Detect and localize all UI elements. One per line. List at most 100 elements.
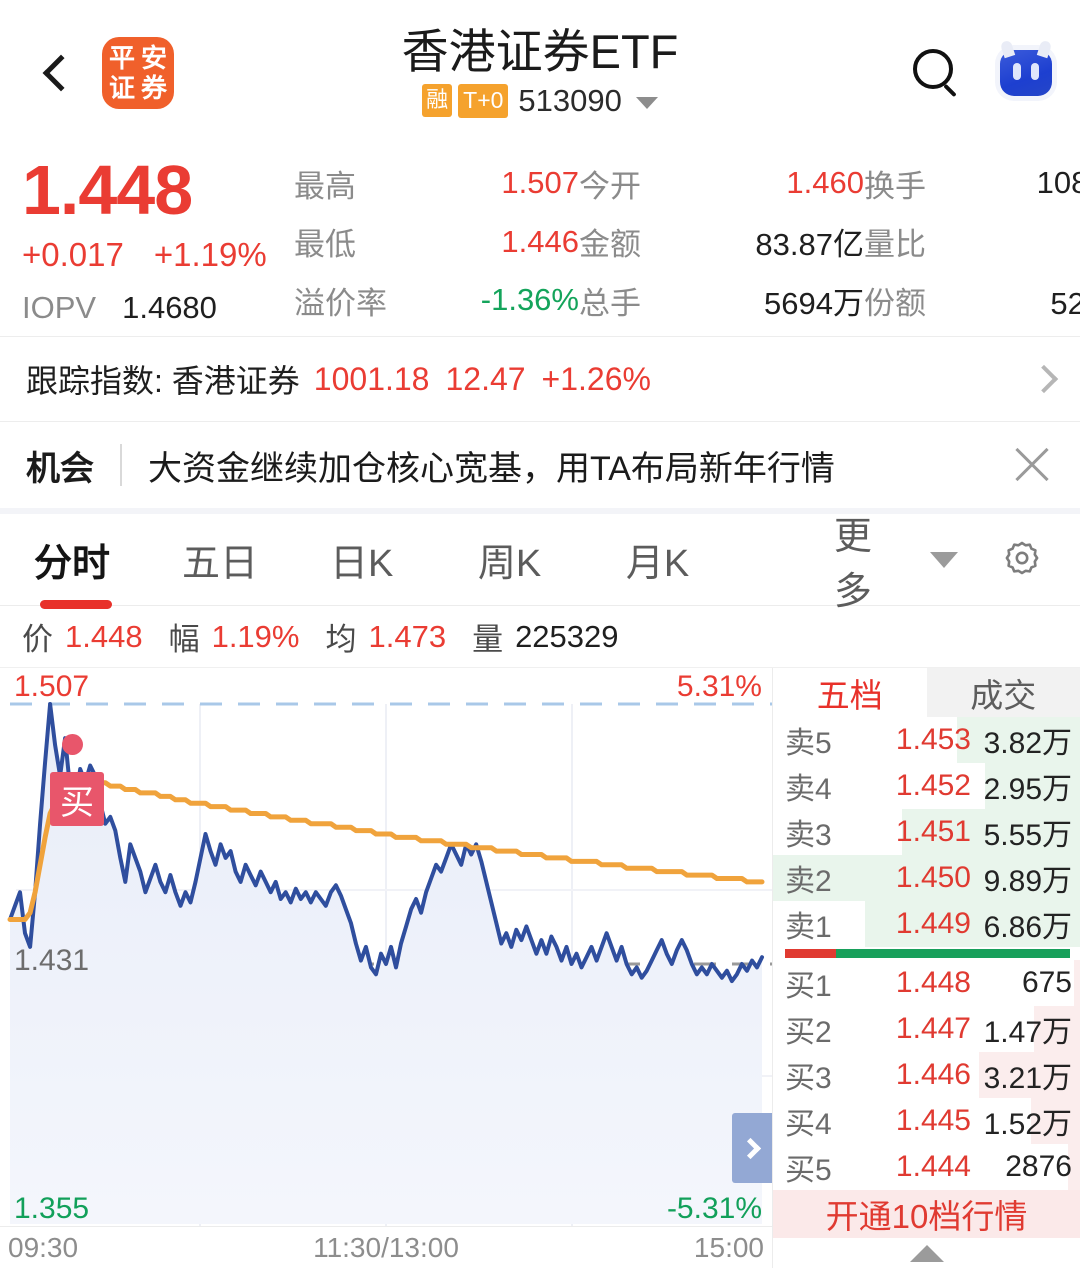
tab-five-day[interactable]: 五日 (181, 543, 258, 586)
order-book-collapse[interactable] (773, 1238, 1080, 1268)
tab-five-level[interactable]: 五档 (773, 668, 927, 717)
buy-marker-badge[interactable]: 买 (50, 772, 104, 827)
readout-range-value: 1.19% (211, 618, 300, 654)
bid-price: 1.445 (895, 1103, 971, 1137)
quote-primary: 1.448 +0.017 +1.19% IOPV 1.4680 (22, 149, 294, 326)
symbol-code: 513090 (518, 82, 622, 118)
price-change-row: +0.017 +1.19% (22, 236, 294, 274)
tab-trades[interactable]: 成交 (926, 668, 1080, 717)
close-icon[interactable] (1010, 443, 1054, 487)
iopv-row: IOPV 1.4680 (22, 290, 294, 326)
order-book-tabs: 五档 成交 (773, 668, 1080, 717)
time-tick-mid: 11:30/13:00 (313, 1231, 459, 1263)
tracking-index-change: 12.47 (445, 360, 526, 397)
quote-stat-row: 最高 1.507 今开 1.460 换手 108.36% (294, 157, 1080, 209)
bid-row[interactable]: 买4 1.445 1.52万 (773, 1097, 1080, 1144)
ask-price: 1.452 (895, 768, 971, 802)
chart-price-line (8, 702, 764, 984)
bid-row[interactable]: 买3 1.446 3.21万 (773, 1051, 1080, 1098)
bid-ask-ratio-bar (785, 948, 1070, 958)
readout-price-label: 价 (22, 622, 53, 658)
stat-value: 1.507 (501, 165, 579, 201)
bid-label: 买4 (785, 1107, 832, 1141)
quote-stat-row: 溢价率 -1.36% 总手 5694万 份额 52.54亿 (294, 274, 1080, 326)
ask-price: 1.450 (895, 860, 971, 894)
chart-lower-price: 1.355 (14, 1192, 90, 1226)
time-tick-close: 15:00 (693, 1231, 764, 1263)
bid-row[interactable]: 买5 1.444 2876 (773, 1143, 1080, 1190)
intraday-chart[interactable]: 1.507 5.31% 1.431 1.355 -5.31% 买 09:30 1… (0, 668, 772, 1269)
ask-row[interactable]: 卖1 1.449 6.86万 (773, 900, 1080, 947)
tab-more-label: 更多 (833, 515, 872, 613)
robot-assistant-icon[interactable] (1000, 49, 1052, 96)
stat-value: 108.36% (1036, 165, 1080, 201)
tracking-index-label: 跟踪指数: 香港证券 (26, 363, 300, 400)
brand-logo[interactable]: 平 安 证 券 (102, 36, 174, 109)
ask-volume: 9.89万 (983, 864, 1072, 898)
iopv-value: 1.4680 (122, 290, 217, 326)
chart-tabs: 分时 五日 日K 周K 月K 更多 (0, 514, 1080, 613)
chart-and-orderbook: 1.507 5.31% 1.431 1.355 -5.31% 买 09:30 1… (0, 668, 1080, 1269)
readout-price-value: 1.448 (65, 618, 143, 654)
ask-row[interactable]: 卖2 1.450 9.89万 (773, 854, 1080, 901)
upgrade-level2-button[interactable]: 开通10档行情 (773, 1189, 1080, 1238)
order-book-rows: 卖5 1.453 3.82万 卖4 1.452 2.95万 卖3 1.451 5… (773, 716, 1080, 1190)
chevron-down-icon[interactable] (635, 97, 658, 110)
tab-daily-k[interactable]: 日K (329, 543, 394, 586)
readout-volume-label: 量 (472, 622, 504, 658)
chart-mid-price: 1.431 (14, 944, 90, 978)
margin-trading-tag: 融 (422, 84, 453, 118)
stat-value: 83.87亿 (755, 227, 864, 263)
promo-banner[interactable]: 机会 大资金继续加仓核心宽基，用TA布局新年行情 (0, 422, 1080, 515)
tab-weekly-k[interactable]: 周K (477, 543, 542, 586)
last-price: 1.448 (22, 151, 193, 229)
ask-row[interactable]: 卖3 1.451 5.55万 (773, 808, 1080, 855)
tab-fenshi[interactable]: 分时 (34, 532, 182, 610)
brand-char-3: 证 (108, 72, 135, 103)
ask-label: 卖3 (785, 818, 832, 852)
bid-label: 买1 (785, 969, 832, 1003)
chart-next-button[interactable] (732, 1113, 772, 1184)
stat-label: 今开 (579, 168, 641, 204)
time-tick-open: 09:30 (8, 1231, 79, 1263)
back-button[interactable] (28, 54, 86, 91)
buy-marker-dot (62, 734, 83, 756)
chevron-down-icon (929, 551, 958, 568)
ask-row[interactable]: 卖4 1.452 2.95万 (773, 762, 1080, 809)
stat-value: 52.54亿 (1050, 285, 1080, 321)
chevron-right-icon[interactable] (1029, 365, 1059, 394)
tracking-index-row[interactable]: 跟踪指数: 香港证券 1001.18 12.47 +1.26% (0, 336, 1080, 423)
stat-value: -1.36% (480, 282, 579, 318)
bid-row[interactable]: 买1 1.448 675 (773, 959, 1080, 1006)
tab-monthly-k[interactable]: 月K (625, 543, 690, 586)
readout-volume-value: 225329 (515, 618, 619, 654)
ask-volume: 2.95万 (983, 772, 1072, 806)
bid-row[interactable]: 买2 1.447 1.47万 (773, 1005, 1080, 1052)
chart-average-line (7, 780, 765, 923)
triangle-up-icon (909, 1244, 944, 1262)
header-actions (912, 48, 1052, 98)
ask-price: 1.453 (895, 722, 971, 756)
chart-upper-pct: 5.31% (676, 670, 762, 704)
ask-price: 1.451 (895, 814, 971, 848)
chart-readout-line: 价 1.448 幅 1.19% 均 1.473 量 225329 (0, 606, 1080, 669)
symbol-subtitle[interactable]: 融 T+0 513090 (0, 83, 1080, 119)
ask-label: 卖4 (785, 772, 832, 806)
tracking-index-change-pct: +1.26% (541, 360, 651, 397)
banner-tag: 机会 (26, 449, 94, 488)
gear-icon[interactable] (998, 536, 1046, 584)
readout-avg-label: 均 (325, 622, 357, 658)
stat-label: 换手 (864, 168, 926, 204)
stat-label: 最低 (294, 227, 356, 263)
ask-row[interactable]: 卖5 1.453 3.82万 (773, 716, 1080, 763)
bid-price: 1.446 (895, 1057, 971, 1091)
readout-avg-value: 1.473 (368, 618, 447, 654)
chart-canvas (7, 702, 772, 1227)
readout-range-label: 幅 (168, 622, 200, 658)
app-header: 平 安 证 券 香港证券ETF 融 T+0 513090 (0, 0, 1080, 145)
search-icon[interactable] (912, 48, 962, 98)
bid-label: 买5 (785, 1153, 832, 1187)
bid-label: 买2 (785, 1015, 832, 1049)
bid-volume: 675 (1021, 965, 1072, 999)
tab-more[interactable]: 更多 (834, 505, 958, 615)
